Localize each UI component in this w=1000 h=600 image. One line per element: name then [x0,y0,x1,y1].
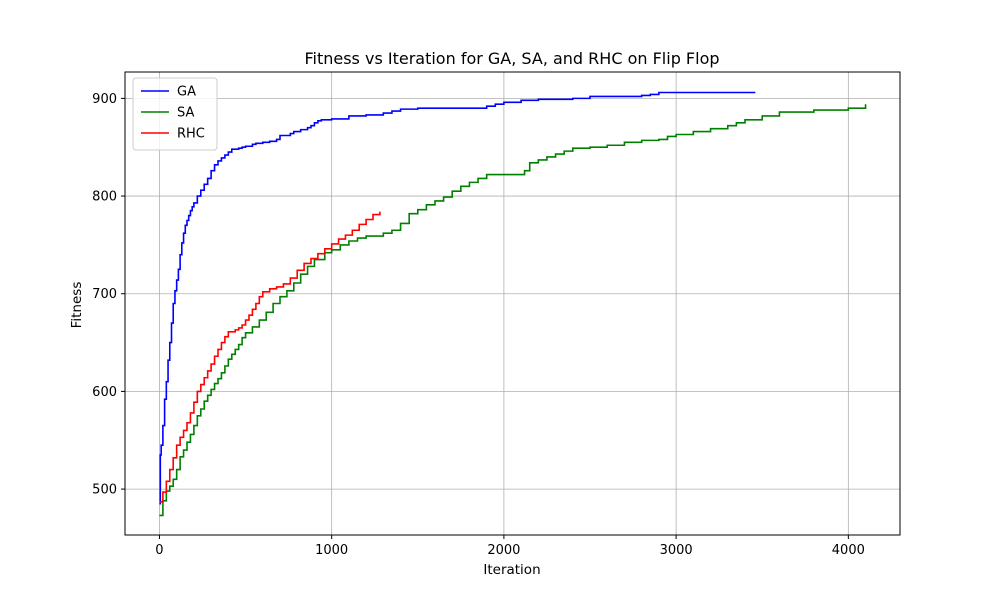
chart-title: Fitness vs Iteration for GA, SA, and RHC… [304,49,719,68]
axis-ticks: 0 1000 2000 3000 4000 500 600 700 800 900 [92,92,865,558]
legend: GA SA RHC [132,77,218,151]
y-tick-label: 500 [92,483,117,498]
legend-label-rhc: RHC [177,127,205,142]
y-tick-label: 700 [92,287,117,302]
x-tick-label: 0 [155,543,163,558]
x-tick-label: 1000 [315,543,348,558]
x-tick-label: 2000 [487,543,520,558]
series-line-ga [159,91,756,505]
series-line-sa [159,104,867,517]
y-tick-label: 900 [92,92,117,107]
series-lines [159,91,867,517]
y-tick-label: 800 [92,190,117,205]
y-axis-label: Fitness [69,282,85,329]
x-tick-label: 3000 [660,543,693,558]
x-tick-label: 4000 [832,543,865,558]
x-axis-label: Iteration [483,562,540,578]
series-line-rhc [159,211,381,503]
y-tick-label: 600 [92,385,117,400]
grid [125,72,900,535]
plot-area-frame [124,71,901,536]
legend-label-sa: SA [177,106,194,121]
legend-box [132,77,218,151]
legend-label-ga: GA [177,85,196,100]
